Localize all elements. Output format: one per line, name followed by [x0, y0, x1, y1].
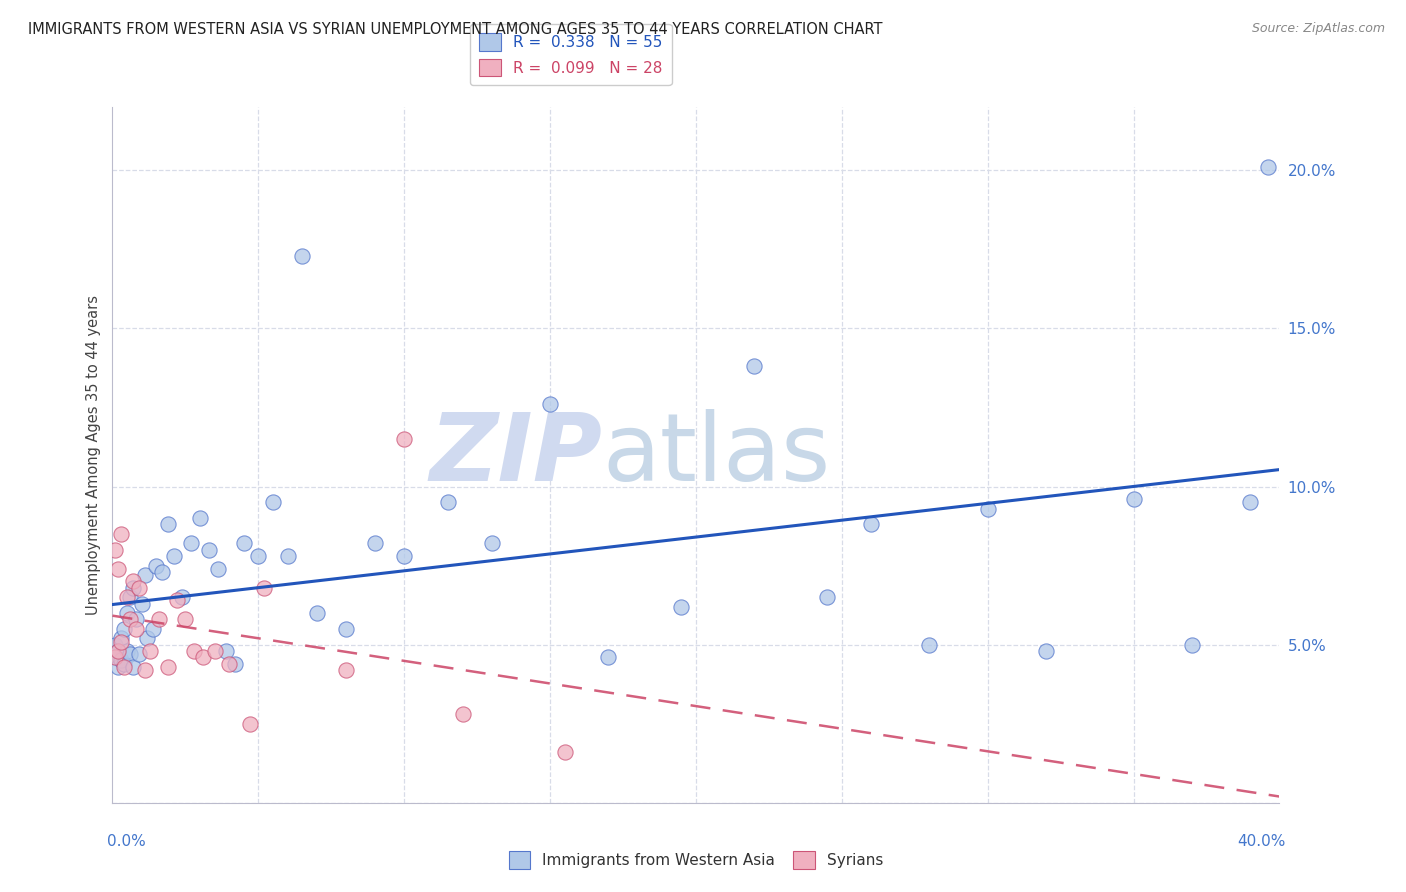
Point: [104, 650, 127, 665]
Point: [918, 638, 941, 652]
Point: [128, 647, 150, 661]
Point: [253, 581, 276, 595]
Point: [1035, 644, 1057, 658]
Point: [554, 745, 576, 759]
Point: [112, 660, 135, 674]
Point: [122, 581, 145, 595]
Point: [247, 549, 270, 563]
Point: [598, 650, 620, 665]
Text: 0.0%: 0.0%: [107, 834, 145, 849]
Point: [197, 542, 219, 557]
Point: [125, 612, 148, 626]
Point: [136, 632, 159, 646]
Point: [166, 593, 188, 607]
Text: Source: ZipAtlas.com: Source: ZipAtlas.com: [1251, 22, 1385, 36]
Point: [104, 638, 127, 652]
Point: [859, 517, 883, 532]
Point: [671, 599, 693, 614]
Point: [115, 591, 138, 605]
Point: [128, 581, 150, 595]
Point: [183, 644, 205, 658]
Text: ZIP: ZIP: [430, 409, 603, 501]
Point: [118, 591, 141, 605]
Point: [224, 657, 246, 671]
Point: [107, 644, 129, 658]
Point: [142, 622, 165, 636]
Point: [107, 562, 129, 576]
Point: [122, 574, 145, 589]
Point: [262, 495, 284, 509]
Point: [118, 612, 141, 626]
Point: [1181, 638, 1204, 652]
Point: [188, 511, 211, 525]
Point: [156, 660, 179, 674]
Legend: Immigrants from Western Asia, Syrians: Immigrants from Western Asia, Syrians: [502, 846, 890, 875]
Point: [204, 644, 226, 658]
Point: [145, 558, 167, 573]
Point: [1122, 492, 1144, 507]
Point: [335, 663, 357, 677]
Point: [110, 527, 132, 541]
Point: [305, 606, 328, 620]
Y-axis label: Unemployment Among Ages 35 to 44 years: Unemployment Among Ages 35 to 44 years: [86, 295, 101, 615]
Point: [125, 622, 148, 636]
Point: [156, 517, 179, 532]
Point: [122, 660, 145, 674]
Point: [291, 249, 314, 263]
Point: [163, 549, 186, 563]
Point: [815, 591, 838, 605]
Point: [107, 644, 129, 658]
Point: [110, 632, 132, 646]
Text: atlas: atlas: [603, 409, 831, 501]
Point: [115, 644, 138, 658]
Point: [335, 622, 357, 636]
Point: [481, 536, 503, 550]
Point: [115, 606, 138, 620]
Point: [112, 622, 135, 636]
Point: [976, 501, 998, 516]
Point: [148, 612, 170, 626]
Point: [104, 650, 127, 665]
Point: [364, 536, 387, 550]
Text: IMMIGRANTS FROM WESTERN ASIA VS SYRIAN UNEMPLOYMENT AMONG AGES 35 TO 44 YEARS CO: IMMIGRANTS FROM WESTERN ASIA VS SYRIAN U…: [28, 22, 883, 37]
Point: [134, 663, 156, 677]
Point: [191, 650, 214, 665]
Point: [218, 657, 240, 671]
Point: [1257, 160, 1279, 174]
Point: [110, 653, 132, 667]
Point: [207, 562, 229, 576]
Point: [215, 644, 238, 658]
Point: [180, 536, 202, 550]
Point: [110, 634, 132, 648]
Point: [172, 591, 194, 605]
Point: [131, 597, 153, 611]
Point: [104, 542, 127, 557]
Text: 40.0%: 40.0%: [1237, 834, 1285, 849]
Point: [239, 716, 262, 731]
Point: [392, 432, 416, 446]
Point: [392, 549, 416, 563]
Point: [139, 644, 162, 658]
Point: [232, 536, 254, 550]
Point: [276, 549, 298, 563]
Point: [451, 707, 474, 722]
Point: [107, 660, 129, 674]
Point: [118, 647, 141, 661]
Point: [538, 397, 561, 411]
Point: [174, 612, 197, 626]
Point: [150, 565, 173, 579]
Point: [134, 568, 156, 582]
Point: [437, 495, 460, 509]
Point: [112, 657, 135, 671]
Point: [742, 359, 765, 374]
Point: [1239, 495, 1261, 509]
